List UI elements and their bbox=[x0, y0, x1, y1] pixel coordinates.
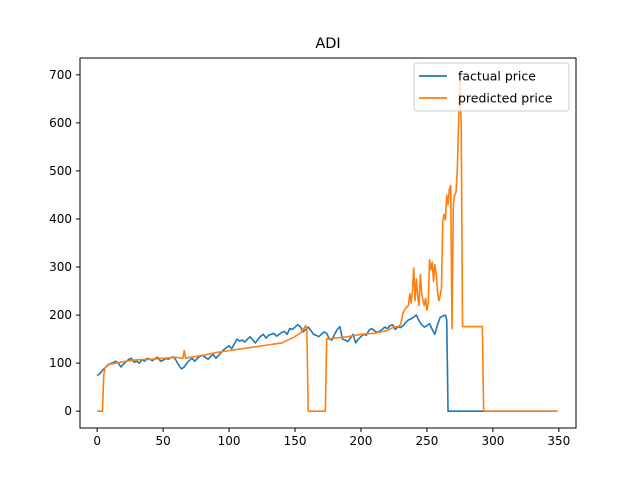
plot-frame bbox=[79, 57, 577, 429]
series-layer bbox=[96, 74, 558, 412]
y-tick-label: 200 bbox=[49, 308, 72, 322]
y-tick-label: 600 bbox=[49, 116, 72, 130]
y-tick-label: 500 bbox=[49, 164, 72, 178]
x-tick-label: 200 bbox=[350, 434, 373, 448]
x-tick-label: 0 bbox=[93, 434, 101, 448]
x-tick-label: 350 bbox=[547, 434, 570, 448]
y-tick-label: 700 bbox=[49, 68, 72, 82]
y-tick-label: 0 bbox=[64, 404, 72, 418]
legend: factual price predicted price bbox=[413, 62, 570, 112]
y-tick-label: 100 bbox=[49, 356, 72, 370]
x-tick-label: 250 bbox=[415, 434, 438, 448]
y-tick-label: 300 bbox=[49, 260, 72, 274]
legend-label: predicted price bbox=[458, 91, 553, 106]
series-line-1 bbox=[96, 314, 558, 412]
x-tick-label: 150 bbox=[284, 434, 307, 448]
series-line-2 bbox=[97, 74, 558, 412]
y-tick-label: 400 bbox=[49, 212, 72, 226]
x-axis: 0 50 100 150 200 250 300 350 bbox=[93, 428, 570, 448]
x-tick-label: 50 bbox=[155, 434, 170, 448]
x-tick-label: 300 bbox=[481, 434, 504, 448]
legend-label: factual price bbox=[458, 69, 536, 84]
y-axis: 0 100 200 300 400 500 600 700 bbox=[49, 68, 80, 418]
legend-box bbox=[413, 62, 570, 112]
chart-title: ADI bbox=[315, 36, 340, 52]
x-tick-label: 100 bbox=[218, 434, 241, 448]
